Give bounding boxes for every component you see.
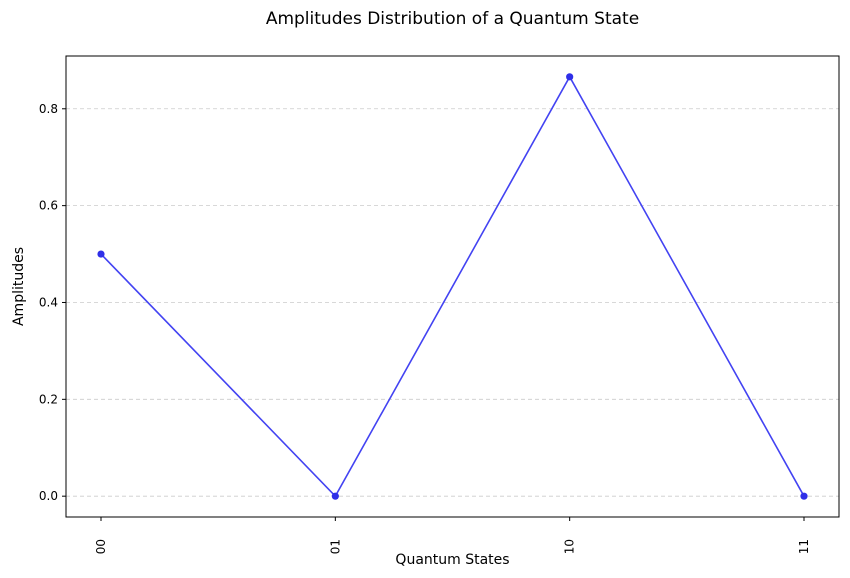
x-axis: 00 01 10 11 (94, 517, 811, 554)
y-tick-label: 0.8 (39, 102, 58, 116)
y-tick-label: 0.6 (39, 199, 58, 213)
plot-frame (65, 55, 840, 518)
x-axis-label: Quantum States (395, 552, 509, 568)
y-tick-label: 0.0 (39, 489, 58, 503)
x-tick-label: 10 (563, 539, 577, 554)
grid (66, 108, 839, 497)
y-axis-label: Amplitudes (11, 247, 27, 326)
data-point (566, 73, 574, 81)
series-line (100, 75, 805, 498)
data-point (331, 492, 339, 500)
x-tick-label: 01 (328, 539, 342, 554)
data-point (97, 250, 105, 258)
y-axis: 0.0 0.2 0.4 0.6 0.8 (39, 102, 66, 503)
x-tick-label: 11 (797, 539, 811, 554)
y-tick-label: 0.2 (39, 392, 58, 406)
data-point (800, 492, 808, 500)
y-tick-label: 0.4 (39, 295, 58, 309)
chart-title: Amplitudes Distribution of a Quantum Sta… (266, 9, 639, 29)
x-tick-label: 00 (94, 539, 108, 554)
series-group (97, 73, 808, 500)
